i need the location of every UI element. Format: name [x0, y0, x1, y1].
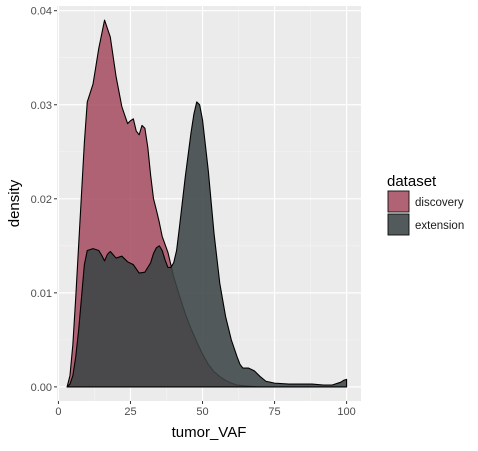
legend: dataset discovery extension: [387, 173, 464, 236]
legend-item-discovery: discovery: [387, 190, 464, 213]
y-tick-label: 0.02: [31, 194, 52, 206]
legend-title: dataset: [387, 173, 437, 190]
density-area-extension: [66, 101, 348, 388]
legend-swatch-discovery: [387, 190, 410, 213]
y-tick-label: 0.01: [31, 288, 52, 300]
legend-item-extension: extension: [387, 213, 464, 236]
legend-label-extension: extension: [415, 220, 464, 232]
y-tick-label: 0.00: [31, 382, 52, 394]
y-axis: 0.00 0.01 0.02 0.03 0.04: [31, 6, 57, 394]
y-tick-label: 0.03: [31, 100, 52, 112]
x-axis-title: tumor_VAF: [172, 424, 247, 441]
x-tick-label: 50: [196, 406, 208, 418]
x-tick-label: 75: [268, 406, 280, 418]
legend-label-discovery: discovery: [415, 197, 464, 209]
x-tick-label: 25: [124, 406, 136, 418]
y-axis-title: density: [6, 179, 23, 227]
x-tick-label: 0: [55, 406, 61, 418]
y-tick-label: 0.04: [31, 6, 52, 18]
x-tick-label: 100: [337, 406, 355, 418]
series-layer: [66, 19, 348, 388]
x-axis: 0 25 50 75 100: [55, 401, 356, 418]
legend-swatch-extension: [387, 213, 410, 236]
